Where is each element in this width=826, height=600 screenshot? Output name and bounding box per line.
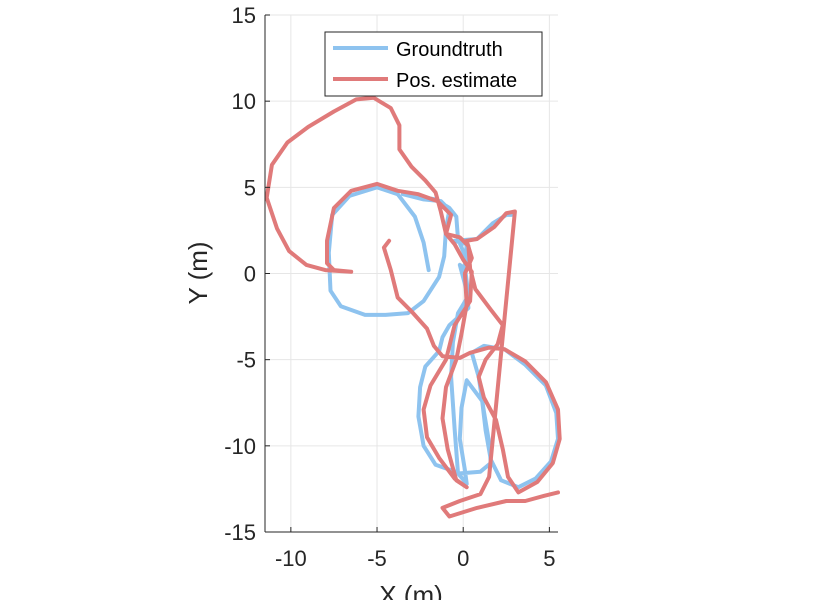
x-tick-label: 5: [543, 546, 555, 571]
y-tick-label: -10: [224, 434, 256, 459]
axes: -10 -5 0 5 -15 -10 -5 0 5 10 15: [224, 3, 558, 571]
y-tick-label: -15: [224, 520, 256, 545]
y-tick-label: 10: [232, 89, 256, 114]
y-tick-label: 5: [244, 175, 256, 200]
x-tick-label: 0: [457, 546, 469, 571]
series-line-pos-estimate: [264, 95, 562, 519]
legend: Groundtruth Pos. estimate: [324, 31, 543, 97]
legend-label-groundtruth: Groundtruth: [396, 39, 503, 61]
x-tick-label: -10: [275, 546, 307, 571]
x-tick-label: -5: [367, 546, 387, 571]
y-tick-label: 0: [244, 262, 256, 287]
legend-label-pos-estimate: Pos. estimate: [396, 70, 517, 92]
y-tick-label: -5: [236, 348, 256, 373]
legend-box: [324, 31, 543, 97]
series-group: [264, 95, 562, 519]
y-tick-label: 15: [232, 3, 256, 28]
y-axis-label: Y (m): [183, 241, 213, 304]
x-axis-label: X (m): [379, 580, 443, 600]
